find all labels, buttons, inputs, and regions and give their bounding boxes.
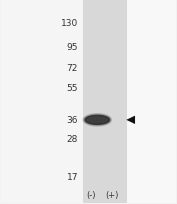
Text: 55: 55 [66, 84, 78, 93]
Bar [127, 1, 176, 203]
Text: 130: 130 [61, 19, 78, 28]
Text: 28: 28 [67, 135, 78, 144]
Text: 36: 36 [66, 116, 78, 125]
Text: 72: 72 [67, 63, 78, 72]
Polygon shape [126, 116, 135, 124]
Text: 95: 95 [66, 42, 78, 51]
Text: 17: 17 [66, 173, 78, 181]
Polygon shape [85, 116, 110, 125]
Text: (-): (-) [86, 190, 96, 199]
Polygon shape [83, 114, 111, 126]
Text: (+): (+) [105, 190, 119, 199]
Bar [1, 1, 83, 203]
Bar [83, 1, 127, 203]
